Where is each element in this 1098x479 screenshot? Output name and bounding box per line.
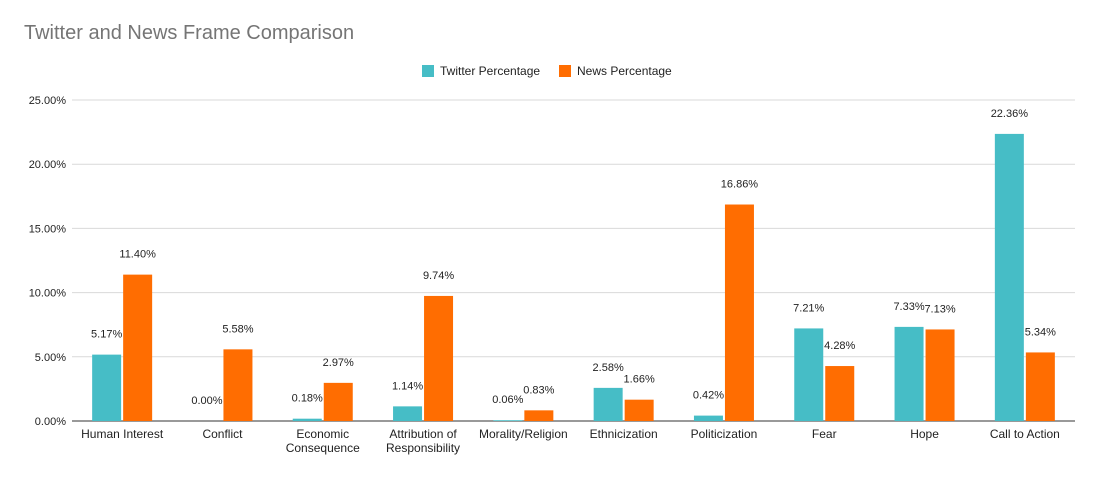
bar-news (624, 399, 654, 421)
data-label: 5.58% (222, 323, 253, 335)
bar-twitter (292, 418, 322, 421)
data-label: 2.97% (323, 357, 354, 369)
bar-news (323, 382, 353, 421)
x-tick-label: Attribution of (389, 427, 457, 441)
bar-news (123, 274, 153, 421)
bar-news (223, 349, 253, 421)
data-label: 7.13% (924, 303, 955, 315)
data-label: 1.14% (392, 380, 423, 392)
bar-news (724, 204, 754, 421)
y-tick-label: 0.00% (35, 416, 66, 428)
bar-news (825, 366, 855, 421)
x-tick-label: Responsibility (386, 441, 460, 455)
data-label: 0.83% (523, 384, 554, 396)
data-label: 22.36% (991, 108, 1029, 120)
x-tick-label: Human Interest (81, 427, 164, 441)
bar-twitter (493, 420, 523, 421)
data-label: 5.34% (1025, 326, 1056, 338)
x-tick-label: Fear (812, 427, 837, 441)
data-label: 11.40% (119, 249, 156, 261)
legend-swatch-news (559, 65, 571, 77)
x-tick-label: Ethnicization (590, 427, 658, 441)
bar-twitter (994, 133, 1024, 422)
data-label: 9.74% (423, 270, 454, 282)
data-label: 0.42% (693, 390, 724, 402)
data-label: 0.06% (492, 394, 523, 406)
y-tick-label: 5.00% (35, 352, 66, 364)
data-label: 7.33% (893, 301, 924, 313)
data-label: 4.28% (824, 340, 855, 352)
legend-swatch-twitter (422, 65, 434, 77)
bar-twitter (693, 415, 723, 421)
y-tick-label: 15.00% (29, 223, 67, 235)
bar-twitter (794, 328, 824, 421)
x-tick-label: Consequence (286, 441, 360, 455)
legend-label-news: News Percentage (577, 64, 672, 78)
bar-news (524, 410, 554, 421)
data-label: 5.17% (91, 329, 122, 341)
data-label: 0.18% (292, 393, 323, 405)
chart-title: Twitter and News Frame Comparison (24, 22, 355, 44)
x-tick-label: Call to Action (990, 427, 1060, 441)
x-tick-label: Hope (910, 427, 939, 441)
bar-news (925, 329, 955, 421)
bar-news (424, 295, 454, 421)
bar-twitter (92, 354, 122, 421)
legend-label-twitter: Twitter Percentage (440, 64, 540, 78)
y-tick-label: 20.00% (29, 159, 67, 171)
bar-twitter (593, 387, 623, 421)
data-label: 7.21% (793, 302, 824, 314)
bar-twitter (393, 406, 423, 421)
bar-twitter (894, 326, 924, 421)
data-label: 2.58% (593, 362, 624, 374)
data-label: 1.66% (624, 374, 655, 386)
data-label: 0.00% (191, 395, 222, 407)
y-tick-label: 25.00% (29, 95, 67, 107)
x-tick-label: Morality/Religion (479, 427, 568, 441)
y-tick-label: 10.00% (29, 288, 67, 300)
data-label: 16.86% (721, 179, 759, 191)
x-tick-label: Economic (296, 427, 349, 441)
x-tick-label: Conflict (202, 427, 243, 441)
bar-news (1025, 352, 1055, 421)
x-tick-label: Politicization (691, 427, 758, 441)
